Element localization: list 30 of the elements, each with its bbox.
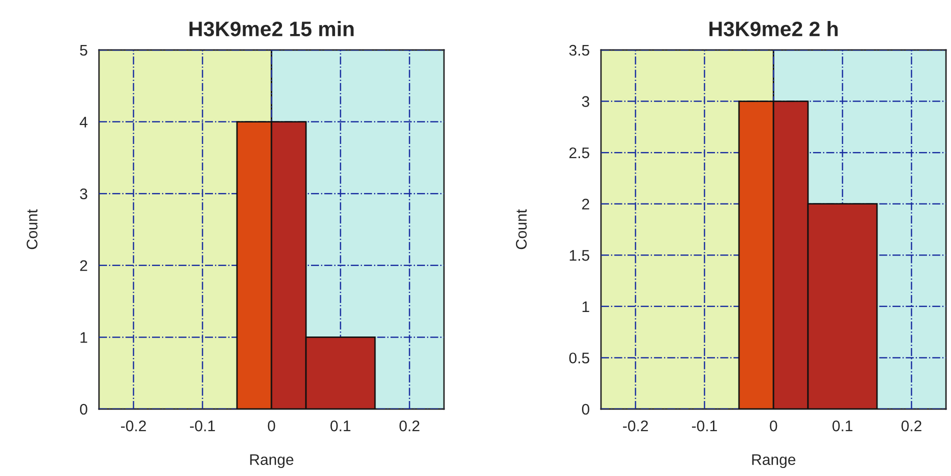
x-tick-label: -0.1 bbox=[692, 420, 717, 432]
y-tick-label: 0 bbox=[80, 404, 88, 415]
chart-title: H3K9me2 2 h bbox=[709, 21, 838, 36]
x-axis-title: Range bbox=[250, 454, 294, 468]
y-tick-label: 3 bbox=[80, 188, 88, 200]
y-tick-label: 0.5 bbox=[569, 352, 590, 364]
y-tick-label: 0 bbox=[582, 404, 590, 415]
y-tick-label: 2.5 bbox=[569, 147, 590, 158]
x-tick-label: -0.2 bbox=[623, 420, 648, 432]
y-tick-label: 1 bbox=[80, 332, 88, 343]
y-tick-label: 4 bbox=[80, 116, 88, 128]
y-tick-label: 3.5 bbox=[569, 44, 590, 56]
y-tick-label: 2 bbox=[80, 260, 88, 271]
y-tick-label: 1 bbox=[582, 301, 590, 312]
y-axis-title: Count bbox=[516, 209, 527, 250]
y-tick-label: 2 bbox=[582, 198, 590, 210]
x-tick-label: 0.1 bbox=[330, 420, 350, 432]
x-tick-label: 0 bbox=[770, 420, 778, 432]
x-axis-title: Range bbox=[752, 454, 796, 468]
x-tick-label: -0.2 bbox=[121, 420, 146, 432]
x-tick-label: 0.2 bbox=[399, 420, 420, 432]
y-axis-title: Count bbox=[26, 209, 38, 250]
chart-title: H3K9me2 15 min bbox=[190, 21, 354, 36]
x-tick-label: 0 bbox=[268, 420, 276, 432]
y-tick-label: 1.5 bbox=[570, 250, 590, 261]
x-tick-label: 0.2 bbox=[901, 420, 922, 432]
x-tick-label: 0.1 bbox=[832, 420, 852, 432]
y-tick-label: 5 bbox=[80, 45, 88, 56]
x-tick-label: -0.1 bbox=[190, 420, 215, 432]
y-tick-label: 3 bbox=[582, 96, 590, 107]
